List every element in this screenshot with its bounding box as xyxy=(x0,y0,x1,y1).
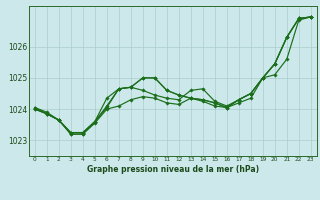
X-axis label: Graphe pression niveau de la mer (hPa): Graphe pression niveau de la mer (hPa) xyxy=(87,165,259,174)
